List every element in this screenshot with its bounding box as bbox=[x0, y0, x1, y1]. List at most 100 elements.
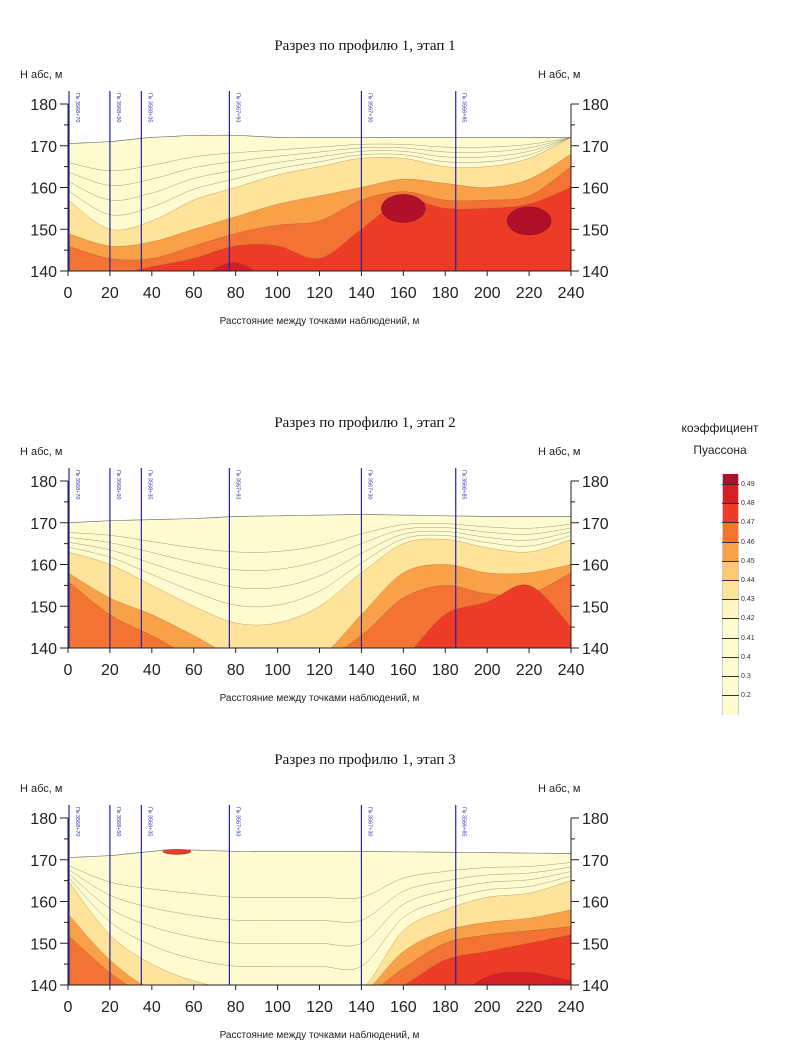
y-tick-label: 150 bbox=[582, 599, 609, 616]
y-tick-label: 150 bbox=[582, 222, 609, 239]
sky-mask bbox=[68, 481, 571, 523]
x-tick-label: 180 bbox=[432, 285, 459, 302]
x-tick-label: 80 bbox=[227, 285, 245, 302]
legend-swatch bbox=[722, 638, 739, 658]
contour-high bbox=[506, 206, 552, 236]
x-tick-label: 200 bbox=[474, 285, 501, 302]
section-plot: Пк 3568+70 Пк 3568+50 Пк 3568+35 Пк 3567+93… bbox=[30, 91, 609, 302]
x-tick-label: 200 bbox=[474, 999, 501, 1016]
legend-swatch bbox=[722, 485, 739, 505]
legend-label: 0.49 bbox=[741, 481, 755, 488]
legend-label: 0.42 bbox=[741, 615, 755, 623]
x-tick-label: 140 bbox=[348, 285, 375, 302]
legend-tick bbox=[722, 541, 739, 543]
x-tick-label: 60 bbox=[185, 999, 203, 1016]
picket-label: Пк 3568+35 bbox=[146, 93, 152, 122]
picket-label: Пк 3567+93 bbox=[234, 807, 240, 836]
y-axis-label-right: Н абс, м bbox=[538, 783, 581, 795]
x-tick-label: 100 bbox=[264, 285, 291, 302]
sky-mask bbox=[68, 818, 571, 858]
chart-title: Разрез по профилю 1, этап 1 bbox=[274, 38, 456, 54]
x-tick-label: 240 bbox=[558, 999, 585, 1016]
x-tick-label: 60 bbox=[185, 662, 203, 679]
legend-tick bbox=[722, 522, 739, 524]
x-tick-label: 240 bbox=[558, 662, 585, 679]
y-tick-label: 170 bbox=[582, 853, 609, 870]
ground-surface bbox=[67, 514, 571, 524]
legend-label: 0.4 bbox=[741, 653, 751, 661]
legend-tick bbox=[722, 484, 739, 485]
chart-title: Разрез по профилю 1, этап 3 bbox=[274, 752, 456, 768]
picket-label: Пк 3567+93 bbox=[234, 470, 240, 499]
contour-line bbox=[68, 137, 571, 216]
y-tick-label: 140 bbox=[582, 641, 609, 658]
y-axis-label-right: Н абс, м bbox=[538, 446, 581, 458]
y-tick-label: 180 bbox=[30, 474, 57, 491]
legend-swatch bbox=[722, 677, 739, 697]
y-axis-label-left: Н абс, м bbox=[20, 783, 63, 795]
x-axis-label: Расстояние между точками наблюдений, м bbox=[219, 316, 420, 327]
y-tick-label: 180 bbox=[30, 811, 57, 828]
contour-fill bbox=[68, 818, 571, 985]
x-tick-label: 160 bbox=[390, 285, 417, 302]
contour-fill bbox=[68, 481, 571, 648]
y-tick-label: 170 bbox=[30, 853, 57, 870]
contour-line bbox=[68, 862, 571, 899]
y-tick-label: 140 bbox=[30, 264, 57, 281]
sky-mask bbox=[68, 104, 571, 144]
picket-label: Пк 3566+85 bbox=[461, 807, 467, 836]
legend-label: 0.47 bbox=[741, 519, 755, 527]
contour-line bbox=[68, 871, 571, 947]
legend-tick bbox=[722, 580, 739, 581]
band-0.48 bbox=[68, 584, 571, 648]
y-axis-label-left: Н абс, м bbox=[20, 446, 63, 458]
y-tick-label: 140 bbox=[582, 264, 609, 281]
x-tick-label: 120 bbox=[306, 999, 333, 1016]
x-tick-label: 40 bbox=[143, 999, 161, 1016]
y-tick-label: 160 bbox=[582, 895, 609, 912]
picket-label: Пк 3568+70 bbox=[74, 93, 80, 122]
contour-line bbox=[68, 866, 571, 923]
legend-swatch bbox=[722, 657, 739, 677]
y-tick-label: 170 bbox=[582, 139, 609, 156]
ground-surface bbox=[67, 134, 571, 145]
contour-high bbox=[381, 194, 426, 223]
legend-tick bbox=[722, 618, 739, 620]
y-tick-label: 150 bbox=[30, 222, 57, 239]
x-tick-label: 80 bbox=[227, 662, 245, 679]
legend-swatch bbox=[722, 504, 739, 524]
x-tick-label: 180 bbox=[432, 662, 459, 679]
band-0.49 bbox=[210, 262, 255, 271]
contour-line bbox=[68, 527, 571, 571]
y-tick-label: 180 bbox=[582, 97, 609, 114]
y-tick-label: 180 bbox=[582, 474, 609, 491]
contour-line bbox=[68, 137, 571, 172]
band-0.48 bbox=[68, 934, 571, 985]
x-tick-label: 200 bbox=[474, 662, 501, 679]
legend-title: коэффициент Пуассона bbox=[650, 417, 790, 461]
x-tick-label: 80 bbox=[227, 999, 245, 1016]
band-0.48 bbox=[131, 187, 571, 271]
x-tick-label: 220 bbox=[516, 662, 543, 679]
y-axis-label-right: Н абс, м bbox=[538, 69, 581, 81]
y-tick-label: 150 bbox=[582, 936, 609, 953]
y-tick-label: 170 bbox=[582, 516, 609, 533]
x-tick-label: 120 bbox=[306, 285, 333, 302]
legend-tick bbox=[722, 695, 739, 697]
y-tick-label: 180 bbox=[30, 97, 57, 114]
x-axis-label: Расстояние между точками наблюдений, м bbox=[219, 693, 420, 704]
legend-tick bbox=[722, 676, 739, 677]
picket-label: Пк 3567+30 bbox=[366, 807, 372, 836]
legend-label: 0.44 bbox=[741, 577, 755, 584]
x-tick-label: 160 bbox=[390, 999, 417, 1016]
legend-title-line1: коэффициент bbox=[681, 421, 759, 435]
x-axis-label: Расстояние между точками наблюдений, м bbox=[219, 1030, 420, 1041]
x-tick-label: 240 bbox=[558, 285, 585, 302]
x-tick-label: 140 bbox=[348, 662, 375, 679]
section-plot: Пк 3568+70 Пк 3568+50 Пк 3568+35 Пк 3567+93… bbox=[30, 805, 609, 1016]
legend-title-line2: Пуассона bbox=[693, 443, 747, 457]
x-tick-label: 180 bbox=[432, 999, 459, 1016]
x-tick-label: 40 bbox=[143, 285, 161, 302]
picket-label: Пк 3568+70 bbox=[74, 470, 80, 499]
y-tick-label: 160 bbox=[30, 558, 57, 575]
